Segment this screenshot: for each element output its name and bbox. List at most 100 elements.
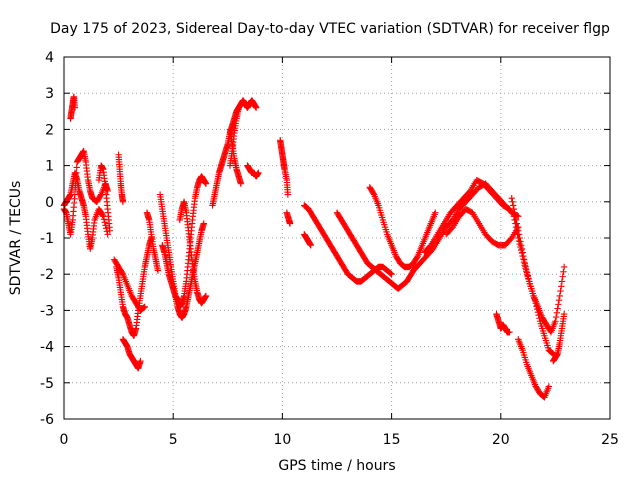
data-point [103,225,110,232]
series-arc-11-15-b [333,209,419,292]
data-point [560,310,568,318]
series-arc-7-9-c [226,126,245,187]
x-tick-label: 20 [492,432,510,448]
series-arc-16-19-b [421,176,513,256]
data-point [119,198,127,205]
data-point [532,299,539,307]
x-tick-label: 15 [383,432,401,448]
data-point [535,312,542,319]
series-arc-22-23 [550,310,568,365]
data-point [516,240,523,248]
data-point [387,270,395,277]
data-point [510,213,518,220]
x-tick-label: 10 [273,432,291,448]
data-point [560,268,567,275]
data-point [552,318,559,325]
data-point [557,287,564,295]
series-arc-7-9-d [244,162,262,180]
data-point [552,313,560,321]
series-arc-2-4-d [111,256,149,314]
data-point [200,220,207,227]
y-tick-label: 3 [45,86,54,102]
data-point [432,209,439,216]
series-arc-17-21 [443,205,522,249]
data-point [99,211,106,219]
data-point [237,180,245,187]
series-arc-9-11 [277,137,292,198]
chart-title: Day 175 of 2023, Sidereal Day-to-day VTE… [50,21,610,37]
data-point [104,231,111,238]
data-point [286,220,294,227]
data-point [71,104,79,111]
data-point [388,271,395,278]
data-point [255,169,262,177]
data-point [140,304,148,311]
data-point [509,198,516,205]
y-tick-label: 1 [45,159,54,175]
data-point [307,242,314,249]
data-point [141,303,149,310]
data-point [515,237,523,245]
y-tick-label: -4 [40,340,54,356]
data-point [508,194,515,202]
y-tick-label: 2 [45,122,54,138]
data-point [513,227,521,234]
y-tick-label: -1 [40,231,54,247]
x-tick-label: 0 [60,432,69,448]
data-point [97,192,104,199]
y-tick-label: 0 [45,195,54,211]
data-point [514,231,521,238]
series-arc-2-4-c [115,151,127,205]
data-point [140,304,147,312]
data-point [505,205,512,212]
data-point [511,209,518,216]
series-arc-2-4-b [119,336,144,372]
data-point [560,263,568,271]
data-point [154,267,162,274]
data-point [512,220,519,227]
x-axis-title: GPS time / hours [278,458,395,474]
data-point [519,252,526,260]
data-point [510,205,518,213]
data-point [517,243,524,251]
x-tick-labels: 0 5 10 15 20 25 [60,432,619,448]
series-arc-11-15-c [366,184,439,271]
data-point [506,328,513,336]
data-point [370,190,377,197]
data-point [548,349,555,356]
grid-layer [64,57,610,419]
data-point [545,383,553,390]
axis-ticks [63,56,611,420]
series-arc-4-7-d [143,209,162,274]
data-point [106,227,114,234]
y-tick-label: -2 [40,267,54,283]
series-arc-early-3 [67,93,79,122]
data-point [536,315,543,322]
data-point [413,254,421,261]
y-axis-title: SDTVAR / TECUs [8,181,24,296]
data-point [284,191,292,198]
series-arc-early-4 [95,162,114,234]
data-point [554,305,561,312]
data-point [73,164,80,171]
y-tick-label: -6 [40,412,54,428]
data-point [553,309,561,317]
data-point [558,283,565,290]
series-arc-4-7-c [176,198,210,307]
y-tick-labels: -6 -5 -4 -3 -2 -1 0 1 2 3 4 [40,50,54,428]
y-tick-label: -5 [40,376,54,392]
series-arc-20-23-d [493,310,513,336]
data-point [555,301,562,308]
data-point [534,305,541,313]
data-point [100,216,108,223]
data-point [556,292,563,300]
data-point [549,350,556,357]
data-point [555,296,563,304]
data-point [137,357,144,365]
data-point [559,273,566,280]
data-point [512,223,520,231]
series-arc-2-4-a [113,234,155,339]
data-points [60,93,568,401]
data-point [521,261,529,269]
